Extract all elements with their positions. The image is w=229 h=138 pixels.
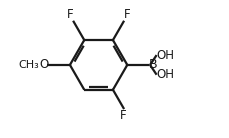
Text: B: B [148, 58, 157, 71]
Text: F: F [123, 8, 130, 21]
Text: F: F [66, 8, 73, 21]
Text: O: O [39, 58, 48, 71]
Text: F: F [120, 109, 126, 122]
Text: CH₃: CH₃ [19, 60, 39, 70]
Text: OH: OH [155, 68, 174, 81]
Text: OH: OH [155, 49, 174, 62]
